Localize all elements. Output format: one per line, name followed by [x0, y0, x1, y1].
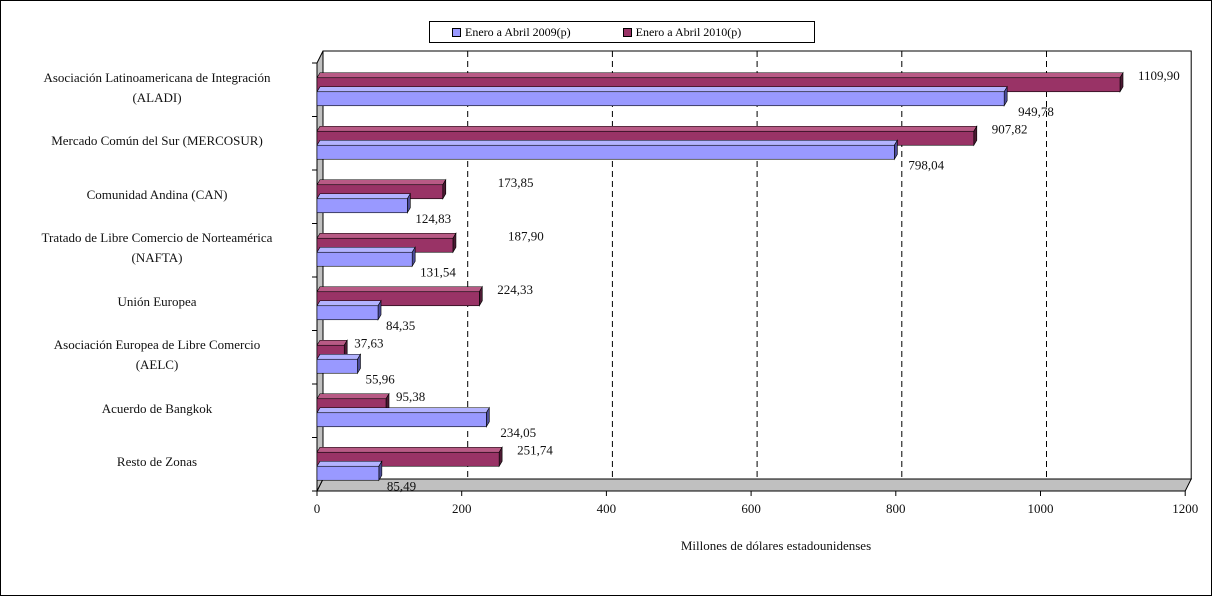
category-label-line: Acuerdo de Bangkok [101, 400, 213, 416]
x-tick-label: 200 [452, 501, 472, 516]
data-label-2009: 949,78 [1018, 104, 1054, 119]
category-label-line: (ALADI) [132, 89, 182, 105]
bar-2009 [316, 412, 487, 428]
bar-2010-top [316, 72, 1124, 79]
bar-2009 [316, 465, 380, 481]
data-label-2010: 224,33 [497, 282, 533, 297]
bar-2009 [316, 91, 1005, 107]
data-label-2009: 798,04 [908, 157, 944, 172]
x-tick-label: 400 [597, 501, 617, 516]
data-label-2009: 84,35 [386, 318, 415, 333]
bar-2009-top [316, 193, 411, 200]
bar-2010-top [316, 179, 447, 186]
category-label: Comunidad Andina (CAN) [7, 185, 307, 205]
category-label-line: Comunidad Andina (CAN) [86, 186, 228, 202]
data-label-2009: 124,83 [415, 211, 451, 226]
bar-2009-top [316, 246, 416, 253]
bar-2009 [316, 358, 358, 374]
legend-swatch-2009 [452, 27, 461, 37]
x-axis-title: Millones de dólares estadounidenses [681, 538, 871, 553]
bar-2010-top [316, 339, 348, 346]
bar-2009-top [316, 300, 382, 307]
x-tick-label: 0 [314, 501, 321, 516]
category-label: Mercado Común del Sur (MERCOSUR) [7, 131, 307, 151]
data-label-2010: 95,38 [396, 389, 425, 404]
bar-2009-top [316, 139, 898, 146]
legend-label-2010: Enero a Abril 2010(p) [635, 24, 742, 39]
x-tick-label: 800 [886, 501, 906, 516]
data-label-2009: 234,05 [500, 425, 536, 440]
data-label-2010: 251,74 [517, 442, 553, 457]
category-label: Asociación Latinoamericana de Integració… [7, 68, 307, 108]
bar-2009 [316, 198, 408, 214]
legend-swatch-2010 [622, 27, 632, 37]
bar-2010-top [316, 125, 978, 132]
legend: Enero a Abril 2009(p) Enero a Abril 2010… [429, 21, 815, 43]
data-label-2010: 173,85 [498, 175, 534, 190]
x-tick-label: 600 [741, 501, 761, 516]
bar-2009 [316, 144, 895, 160]
category-label-line: Asociación Europea de Libre Comercio [53, 337, 261, 353]
category-label: Resto de Zonas [7, 452, 307, 472]
data-label-2010: 907,82 [992, 121, 1028, 136]
legend-item-2010: Enero a Abril 2010(p) [622, 24, 742, 40]
data-label-2010: 37,63 [354, 335, 383, 350]
category-label-line: Mercado Común del Sur (MERCOSUR) [51, 133, 263, 149]
data-label-2010: 1109,90 [1138, 68, 1180, 83]
bar-2010-top [316, 446, 503, 453]
category-label-line: (AELC) [135, 357, 179, 373]
data-label-2009: 85,49 [387, 478, 416, 493]
x-tick-label: 1200 [1172, 501, 1198, 516]
bar-2009-top [316, 353, 362, 360]
category-label-line: (NAFTA) [131, 250, 183, 266]
bar-2009 [316, 251, 413, 267]
data-label-2010: 187,90 [508, 228, 544, 243]
x-tick-label: 1000 [1028, 501, 1054, 516]
bar-2009 [316, 305, 379, 321]
data-label-2009: 131,54 [420, 264, 456, 279]
data-label-2009: 55,96 [365, 371, 395, 386]
bar-2009-top [316, 407, 490, 414]
category-label: Tratado de Libre Comercio de Norteaméric… [7, 228, 307, 268]
category-label-line: Resto de Zonas [116, 454, 198, 470]
category-label-line: Unión Europea [117, 293, 197, 309]
category-label-line: Asociación Latinoamericana de Integració… [43, 69, 271, 85]
bar-2010-top [316, 232, 457, 239]
chart-floor [316, 478, 1193, 492]
bar-2010-top [316, 286, 483, 293]
legend-label-2009: Enero a Abril 2009(p) [465, 24, 571, 39]
bar-2009-top [316, 460, 383, 467]
legend-item-2009: Enero a Abril 2009(p) [452, 25, 571, 40]
bar-2010-top [316, 393, 390, 400]
category-label: Asociación Europea de Libre Comercio (AEL… [7, 335, 307, 375]
category-label: Acuerdo de Bangkok [7, 399, 307, 419]
category-label: Unión Europea [7, 292, 307, 312]
bar-2009-top [316, 86, 1008, 93]
category-label-line: Tratado de Libre Comercio de Norteaméric… [41, 230, 273, 246]
